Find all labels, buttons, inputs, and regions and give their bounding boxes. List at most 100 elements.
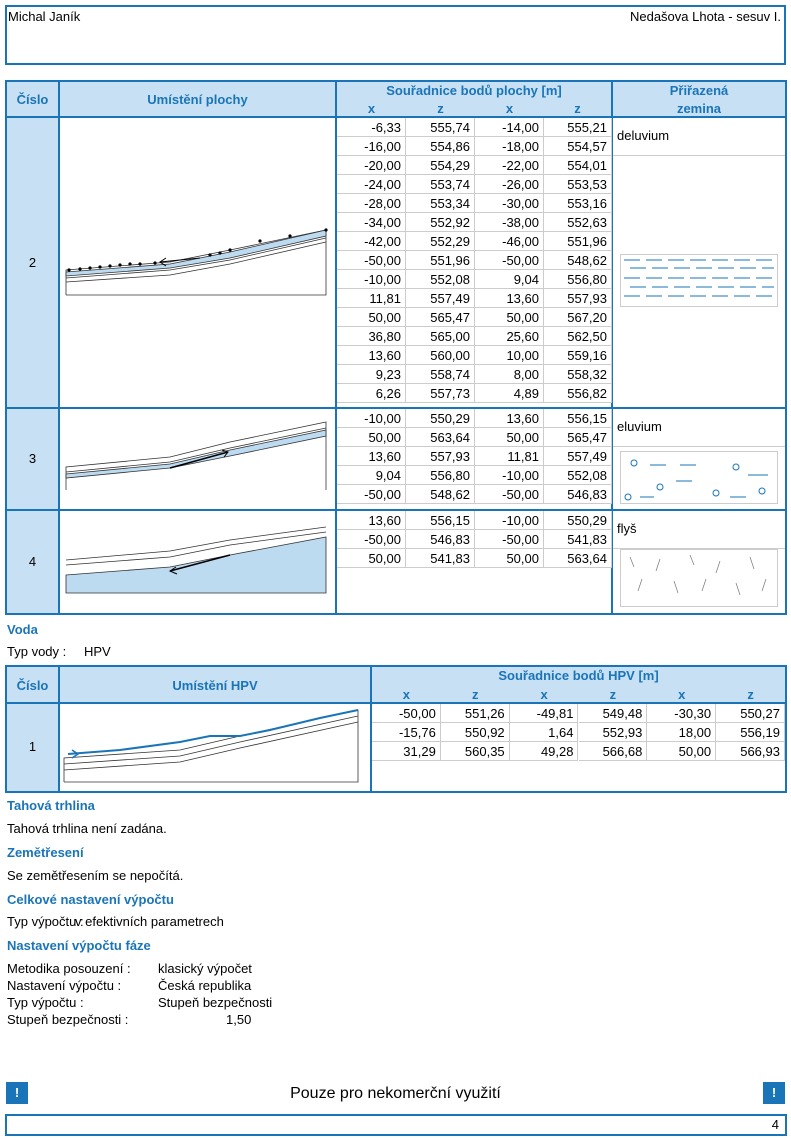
coord-cell: 552,92 [406, 213, 475, 232]
divider [7, 509, 785, 511]
coord-cell: -50,00 [337, 251, 406, 270]
coord-cell: 556,80 [543, 270, 612, 289]
coord-cell: 565,47 [406, 308, 475, 327]
coord-cell: 551,26 [440, 704, 510, 723]
coord-cell: 551,96 [543, 232, 612, 251]
coord-cell: 50,00 [337, 549, 406, 568]
coord-cell: 50,00 [337, 308, 406, 327]
coord-cell: 552,63 [543, 213, 612, 232]
coord-cell: 552,08 [543, 466, 612, 485]
coord-cell: -49,81 [509, 704, 579, 723]
coord-cell: 1,64 [509, 723, 579, 742]
coord-cell: 552,93 [578, 723, 648, 742]
coord-cell: 563,64 [543, 549, 612, 568]
coord-cell: 50,00 [475, 549, 544, 568]
divider [7, 407, 785, 409]
notice: Pouze pro nekomerční využití [290, 1085, 501, 1102]
coord-cell: -24,00 [337, 175, 406, 194]
coord-cell: 556,15 [406, 511, 475, 530]
soil-name: flyš [617, 521, 637, 536]
slope-sketch [65, 526, 327, 594]
coord-cell: 13,60 [337, 447, 406, 466]
row-number: 1 [28, 739, 37, 754]
axis-header: x [367, 101, 376, 116]
warning-icon: ! [6, 1082, 28, 1104]
coord-cell: 556,15 [543, 409, 612, 428]
soil-pattern [620, 254, 778, 307]
coord-cell: 557,49 [406, 289, 475, 308]
slope-sketch [65, 421, 327, 490]
divider [58, 667, 60, 791]
axis-header: z [471, 687, 479, 702]
coord-cell: 552,29 [406, 232, 475, 251]
coord-cell: -10,00 [337, 409, 406, 428]
column-header: Přiřazená [669, 83, 729, 98]
coord-cell: -50,00 [337, 530, 406, 549]
coord-cell: 563,64 [406, 428, 475, 447]
coord-cell: 562,50 [543, 327, 612, 346]
coord-cell: 548,62 [406, 485, 475, 504]
coord-cell: 554,29 [406, 156, 475, 175]
coord-cell: 551,96 [406, 251, 475, 270]
section-title: Tahová trhlina [7, 798, 95, 813]
axis-header: z [747, 687, 754, 702]
water-table [5, 665, 787, 793]
coord-cell: 553,74 [406, 175, 475, 194]
coord-cell: 550,92 [440, 723, 510, 742]
value: Stupeň bezpečnosti [158, 995, 273, 1010]
coord-cell: 548,62 [543, 251, 612, 270]
coord-cell: 13,60 [337, 511, 406, 530]
coord-cell: 557,49 [543, 447, 612, 466]
value: v efektivních parametrech [75, 914, 224, 929]
coord-cell: -42,00 [337, 232, 406, 251]
coord-cell: 50,00 [475, 428, 544, 447]
coord-cell: 13,60 [475, 409, 544, 428]
axis-header: x [540, 687, 548, 702]
coord-cell: 18,00 [647, 723, 717, 742]
coord-cell: 567,20 [543, 308, 612, 327]
label: Metodika posouzení : [7, 961, 131, 976]
axis-header: z [574, 101, 581, 116]
coord-cell: 556,82 [543, 384, 612, 403]
value: Česká republika [158, 978, 252, 993]
coord-cell: 552,08 [406, 270, 475, 289]
coord-cell: -14,00 [475, 118, 544, 137]
soil-cell [613, 118, 785, 156]
coord-cell: 31,29 [372, 742, 441, 761]
coord-cell: 49,28 [509, 742, 579, 761]
coord-cell: 553,53 [543, 175, 612, 194]
coord-cell: 50,00 [647, 742, 717, 761]
coord-cell: 9,04 [337, 466, 406, 485]
coord-cell: 549,48 [578, 704, 648, 723]
label: Typ výpočtu : [7, 995, 84, 1010]
water-sketch [63, 709, 359, 783]
label: Nastavení výpočtu : [7, 978, 122, 993]
coord-cell: -6,33 [337, 118, 406, 137]
coord-cell: -22,00 [475, 156, 544, 175]
coord-cell: -30,30 [647, 704, 717, 723]
project: Nedašova Lhota - sesuv I. [629, 9, 781, 24]
coord-cell: 555,21 [543, 118, 612, 137]
page-number: 4 [5, 1114, 787, 1136]
coord-cell: 541,83 [406, 549, 475, 568]
value: 1,50 [226, 1012, 252, 1027]
coord-cell: -50,00 [372, 704, 441, 723]
coord-cell: -20,00 [337, 156, 406, 175]
coord-cell: 557,73 [406, 384, 475, 403]
coord-cell: -50,00 [337, 485, 406, 504]
coord-cell: 560,00 [406, 346, 475, 365]
coord-cell: 50,00 [337, 428, 406, 447]
coord-cell: 13,60 [337, 346, 406, 365]
coord-cell: 566,68 [578, 742, 648, 761]
column-header: Číslo [16, 678, 49, 693]
coord-cell: 6,26 [337, 384, 406, 403]
number-column [7, 704, 58, 791]
coord-cell: 559,16 [543, 346, 612, 365]
coord-cell: 558,32 [543, 365, 612, 384]
surfaces-table [5, 80, 787, 615]
coord-cell: 546,83 [406, 530, 475, 549]
coord-cell: 8,00 [475, 365, 544, 384]
axis-header: x [678, 687, 686, 702]
coord-cell: 50,00 [475, 308, 544, 327]
